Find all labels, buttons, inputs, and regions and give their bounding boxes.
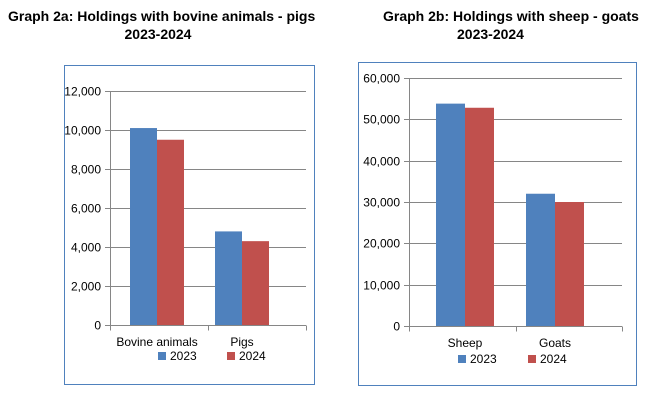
- bar-2024-goats: [555, 202, 584, 326]
- x-category-label: Bovine animals: [116, 335, 197, 349]
- graph-a-subtitle: 2023-2024: [124, 26, 192, 42]
- y-tick-label: 30,000: [363, 196, 400, 210]
- chart-frame: [358, 62, 637, 386]
- y-tick-label: 4,000: [71, 241, 101, 255]
- y-tick-label: 8,000: [71, 163, 101, 177]
- y-tick-label: 10,000: [64, 124, 101, 138]
- chart-b: 0 10,000 20,000 30,000 40,000 50,000 60,000 She…: [358, 62, 637, 386]
- bar-2023-bovine-animals: [130, 128, 157, 325]
- y-tick-label: 12,000: [64, 85, 101, 99]
- legend-swatch-2023: [158, 352, 166, 360]
- y-tick-label: 20,000: [363, 237, 400, 251]
- legend-label-2023: 2023: [170, 349, 197, 363]
- graph-a-title: Graph 2a: Holdings with bovine animals -…: [8, 8, 316, 24]
- x-category-label: Goats: [539, 336, 571, 350]
- y-tick-label: 2,000: [71, 280, 101, 294]
- legend-label-2023: 2023: [470, 352, 497, 366]
- y-tick-label: 40,000: [363, 155, 400, 169]
- bar-2023-pigs: [215, 231, 242, 325]
- bar-2024-bovine-animals: [157, 139, 184, 325]
- y-tick-label: 10,000: [363, 279, 400, 293]
- y-tick-label: 6,000: [71, 202, 101, 216]
- y-tick-label: 0: [393, 320, 400, 334]
- legend-swatch-2024: [227, 352, 235, 360]
- bar-2024-sheep: [465, 107, 494, 326]
- x-category-label: Sheep: [448, 336, 483, 350]
- legend-label-2024: 2024: [540, 352, 567, 366]
- bar-2023-goats: [526, 193, 555, 326]
- legend-swatch-2023: [458, 355, 466, 363]
- x-category-label: Pigs: [230, 335, 253, 349]
- graph-b-title: Graph 2b: Holdings with sheep - goats: [383, 8, 639, 24]
- y-tick-label: 50,000: [363, 113, 400, 127]
- chart-a: 0 2,000 4,000 6,000 8,000 10,000 12,000 Bovine …: [64, 65, 315, 385]
- y-tick-label: 60,000: [363, 72, 400, 86]
- chart-frame: [64, 65, 315, 385]
- graph-b-subtitle: 2023-2024: [457, 26, 524, 42]
- legend-swatch-2024: [528, 355, 536, 363]
- legend-label-2024: 2024: [239, 349, 266, 363]
- y-tick-label: 0: [94, 319, 101, 333]
- bar-2024-pigs: [242, 241, 269, 325]
- bar-2023-sheep: [436, 103, 465, 326]
